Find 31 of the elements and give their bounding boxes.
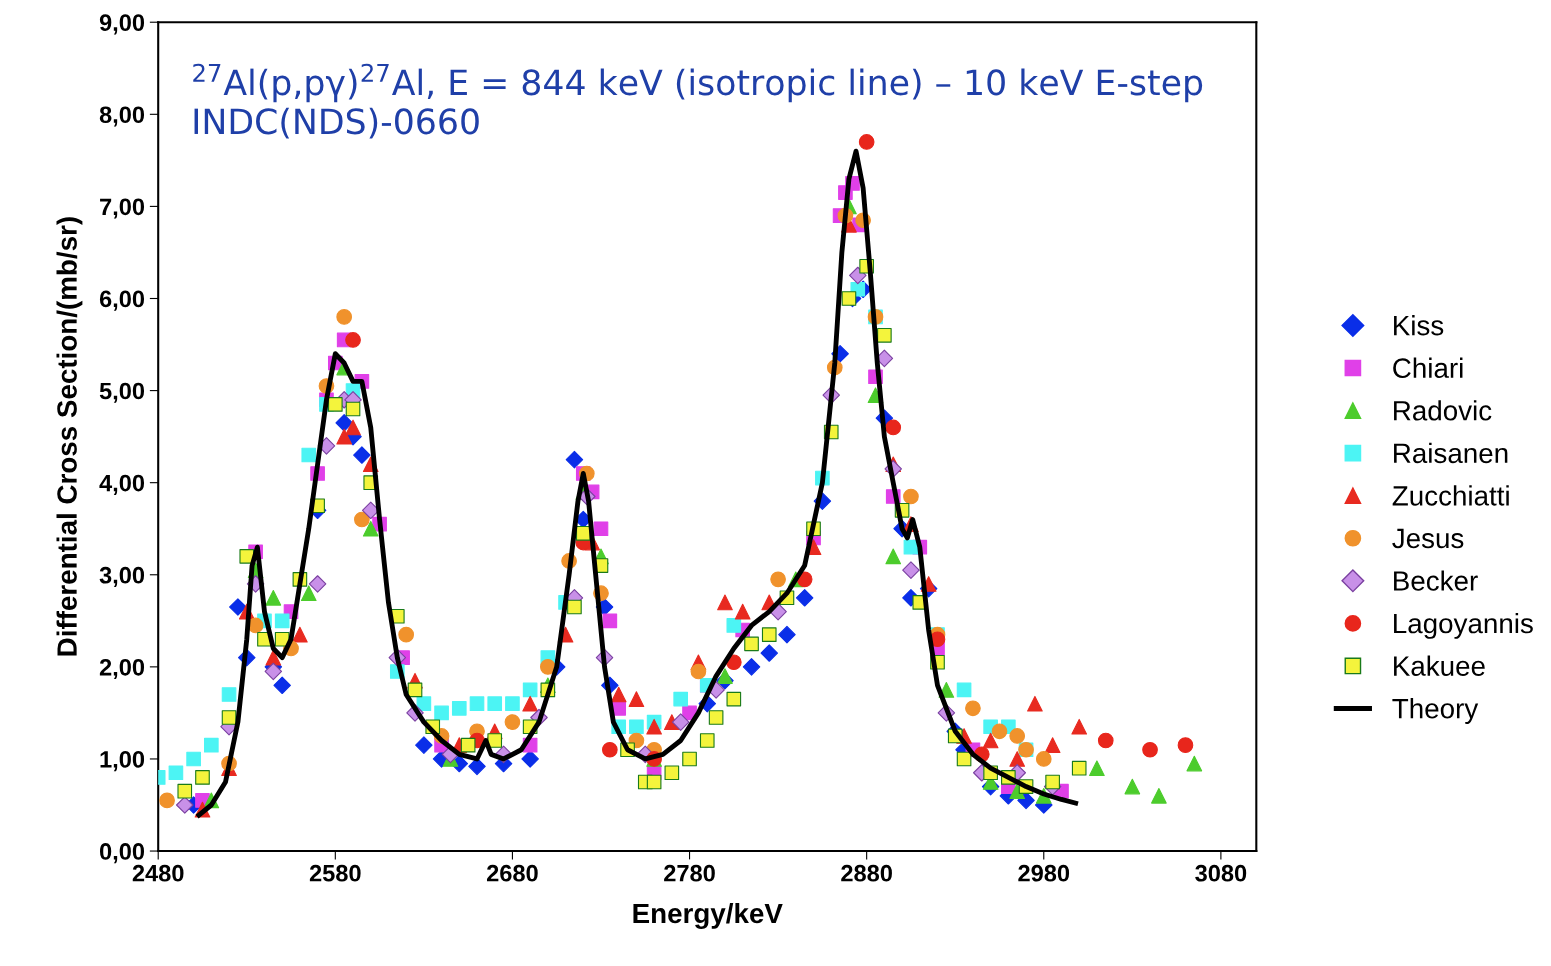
legend-label: Chiari xyxy=(1393,357,1463,379)
y-tick-label: 5,00 xyxy=(99,382,145,403)
y-tick-label: 3,00 xyxy=(99,566,145,587)
legend-label: Raisanen xyxy=(1394,442,1508,464)
legend-label: Radovic xyxy=(1394,400,1492,421)
y-tick-label: 1,00 xyxy=(100,751,145,772)
legend-label: Becker xyxy=(1394,570,1478,591)
x-tick-label: 3080 xyxy=(1195,864,1247,882)
legend-label: Jesus xyxy=(1392,528,1464,549)
legend-label: Lagoyannis xyxy=(1394,612,1533,639)
x-tick-label: 2680 xyxy=(486,864,538,882)
y-tick-label: 7,00 xyxy=(100,198,145,219)
annotation: $^{27}$Al(p,pγ)$^{27}$Al, E = 844 keV (isotropic line) – 10 keV E-step xyxy=(193,63,1203,103)
legend-label: Kiss xyxy=(1394,315,1444,336)
annotation: INDC(NDS)-0660 xyxy=(194,107,479,139)
y-axis-title: Differential Cross Section/(mb/sr) xyxy=(56,217,83,656)
y-tick-label: 4,00 xyxy=(99,474,145,495)
x-tick-label: 2580 xyxy=(309,864,361,882)
legend-label: Zucchiatti xyxy=(1392,485,1509,506)
y-tick-label: 8,00 xyxy=(99,106,145,127)
x-axis-title: Energy/keV xyxy=(633,902,783,929)
y-tick-label: 2,00 xyxy=(99,658,145,680)
x-tick-label: 2880 xyxy=(841,864,892,882)
y-tick-label: 9,00 xyxy=(99,14,145,35)
y-tick-label: 6,00 xyxy=(99,290,145,311)
legend-label: Theory xyxy=(1392,698,1479,724)
x-tick-label: 2480 xyxy=(132,864,184,882)
y-tick-label: 0,00 xyxy=(99,843,145,864)
x-tick-label: 2980 xyxy=(1018,864,1070,882)
legend-label: Kakuee xyxy=(1394,655,1485,676)
x-tick-label: 2780 xyxy=(664,864,715,882)
